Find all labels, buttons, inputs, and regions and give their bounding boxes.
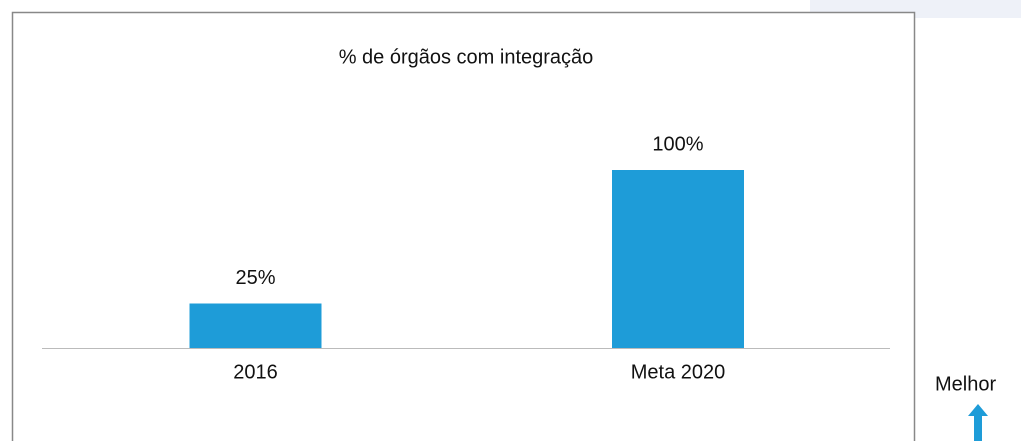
chart-frame: [11, 11, 916, 441]
up-arrow: [968, 404, 988, 441]
data-label: 25%: [235, 267, 275, 289]
annotation: Melhor: [935, 373, 996, 395]
data-label: 100%: [652, 133, 703, 155]
bar: [189, 303, 322, 348]
chart-title: % de órgãos com integração: [339, 46, 594, 68]
bar: [612, 170, 744, 348]
x-tick-label: Meta 2020: [631, 361, 726, 383]
x-tick-label: 2016: [233, 361, 278, 383]
